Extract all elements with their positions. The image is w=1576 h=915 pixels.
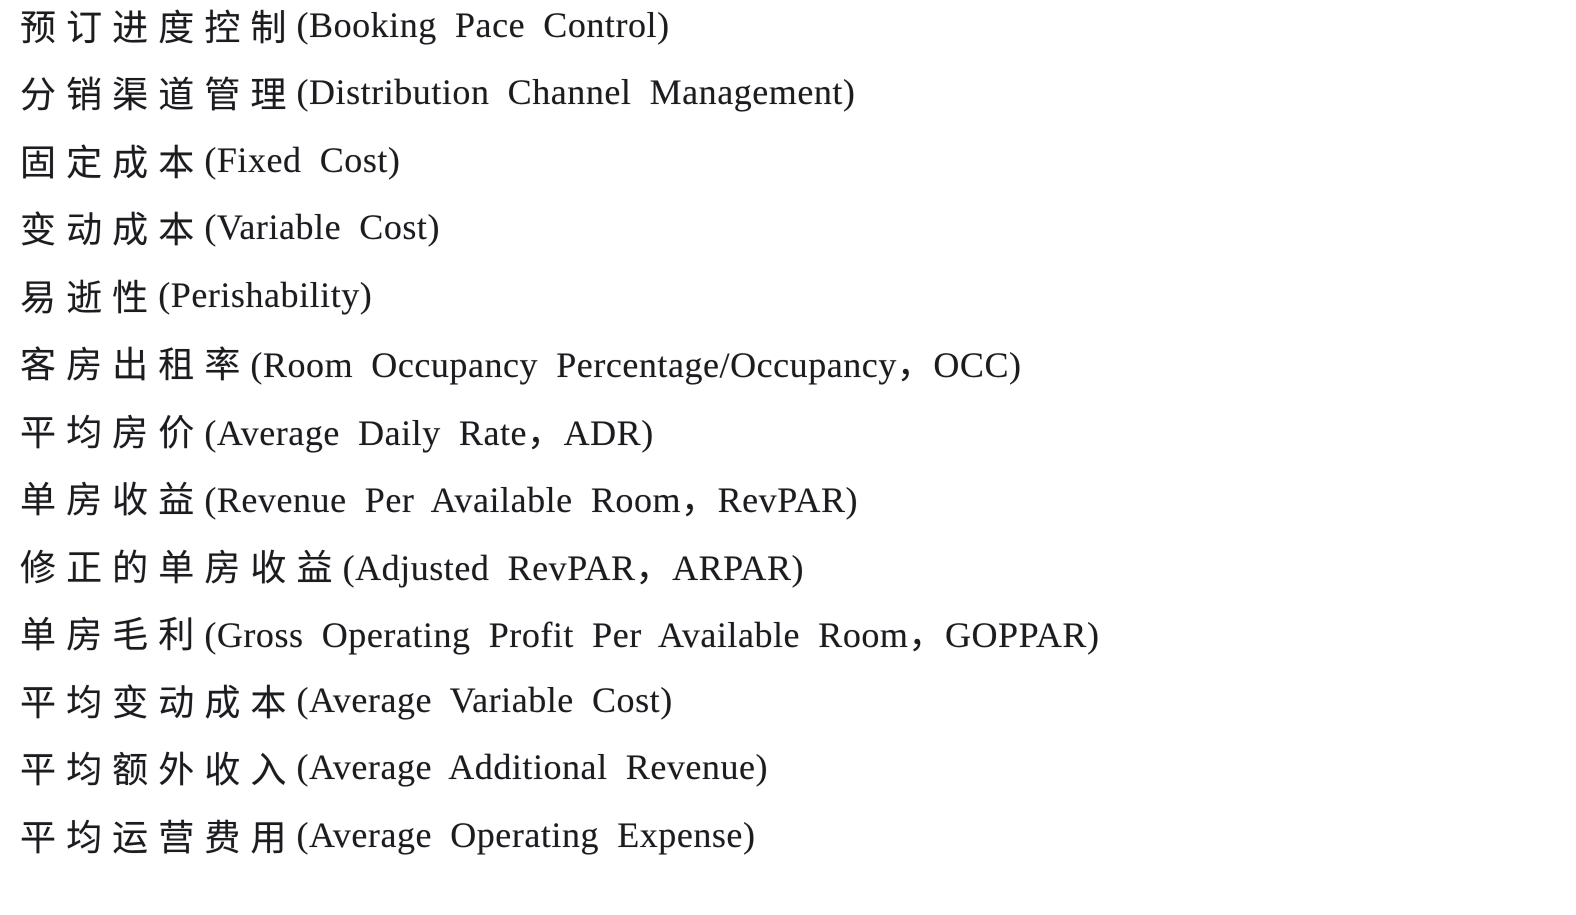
glossary-term: 平均运营费用 (Average Operating Expense) bbox=[20, 801, 1566, 869]
glossary-term: 客房出租率 (Room Occupancy Percentage/Occupanc… bbox=[20, 329, 1566, 397]
term-en: (Average Operating Expense) bbox=[296, 814, 756, 855]
term-zh: 预订进度控制 bbox=[20, 7, 297, 48]
glossary-term: 固定成本 (Fixed Cost) bbox=[20, 126, 1566, 194]
term-en: (Variable Cost) bbox=[204, 207, 441, 248]
term-en: (Distribution Channel Management) bbox=[296, 72, 856, 113]
term-en: (Perishability) bbox=[158, 274, 373, 315]
glossary-term: 单房收益 (Revenue Per Available Room，RevPAR) bbox=[20, 464, 1566, 532]
term-zh: 平均额外收入 bbox=[20, 750, 297, 791]
term-en: (Adjusted RevPAR，ARPAR) bbox=[342, 547, 805, 588]
term-en: (Average Additional Revenue) bbox=[296, 747, 769, 788]
term-en: (Room Occupancy Percentage/Occupancy，OCC… bbox=[250, 345, 1022, 386]
term-zh: 单房收益 bbox=[20, 480, 205, 521]
term-zh: 平均运营费用 bbox=[20, 817, 297, 858]
term-zh: 变动成本 bbox=[20, 210, 205, 251]
term-en: (Average Daily Rate，ADR) bbox=[204, 412, 654, 453]
term-zh: 平均房价 bbox=[20, 412, 205, 453]
term-zh: 固定成本 bbox=[20, 142, 205, 183]
glossary-term: 平均房价 (Average Daily Rate，ADR) bbox=[20, 396, 1566, 464]
term-en: (Booking Pace Control) bbox=[296, 4, 670, 45]
glossary-term: 平均额外收入 (Average Additional Revenue) bbox=[20, 734, 1566, 802]
glossary-term: 易逝性 (Perishability) bbox=[20, 261, 1566, 329]
term-zh: 客房出租率 bbox=[20, 345, 251, 386]
glossary-term: 变动成本 (Variable Cost) bbox=[20, 194, 1566, 262]
term-en: (Average Variable Cost) bbox=[296, 679, 673, 720]
term-zh: 单房毛利 bbox=[20, 615, 205, 656]
glossary-term: 修正的单房收益 (Adjusted RevPAR，ARPAR) bbox=[20, 531, 1566, 599]
term-en: (Fixed Cost) bbox=[204, 139, 401, 180]
term-zh: 易逝性 bbox=[20, 277, 159, 318]
term-en: (Revenue Per Available Room，RevPAR) bbox=[204, 480, 859, 521]
term-zh: 分销渠道管理 bbox=[20, 75, 297, 116]
glossary-page: 预订进度控制 (Booking Pace Control) 分销渠道管理 (Dist… bbox=[20, 0, 1566, 869]
glossary-term: 单房毛利 (Gross Operating Profit Per Availabl… bbox=[20, 599, 1566, 667]
glossary-term: 预订进度控制 (Booking Pace Control) bbox=[20, 0, 1566, 59]
term-en: (Gross Operating Profit Per Available Ro… bbox=[204, 615, 1100, 656]
term-zh: 修正的单房收益 bbox=[20, 547, 343, 588]
term-zh: 平均变动成本 bbox=[20, 682, 297, 723]
glossary-term: 分销渠道管理 (Distribution Channel Management) bbox=[20, 59, 1566, 127]
glossary-term: 平均变动成本 (Average Variable Cost) bbox=[20, 666, 1566, 734]
